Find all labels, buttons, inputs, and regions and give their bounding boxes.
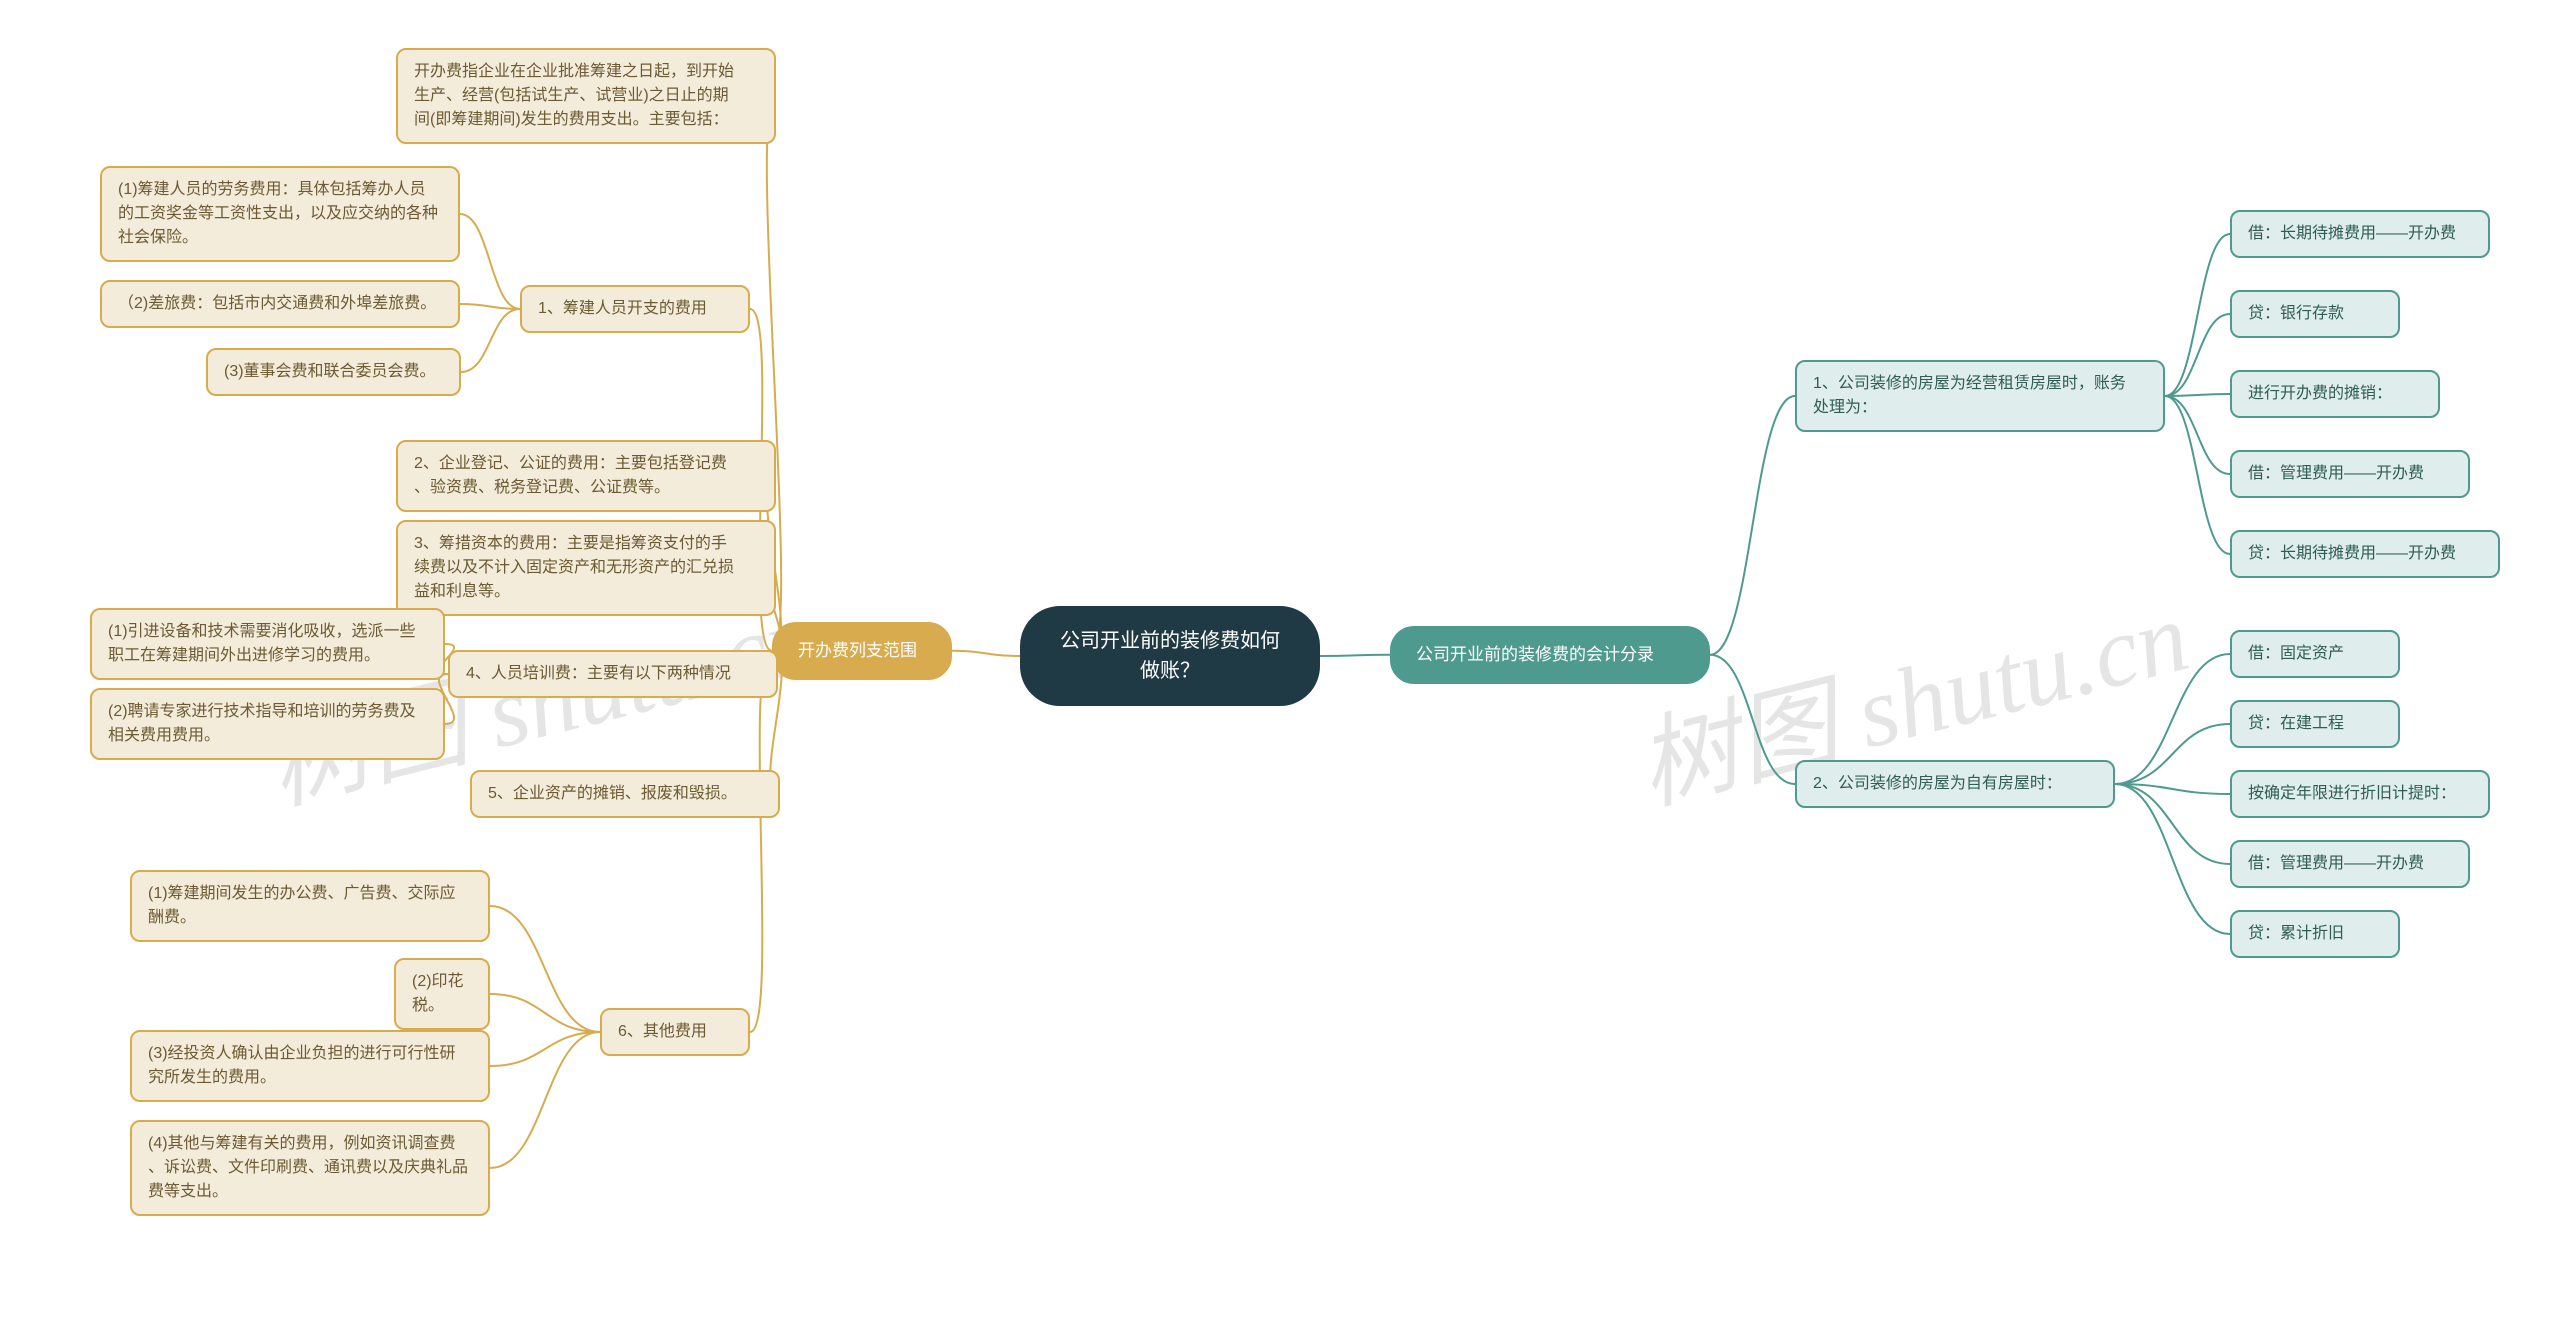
left-leaf-4b: (2)聘请专家进行技术指导和培训的劳务费及相关费用费用。 [90,688,445,760]
left-leaf-1a: (1)筹建人员的劳务费用：具体包括筹办人员的工资奖金等工资性支出，以及应交纳的各… [100,166,460,262]
right-leaf-1: 1、公司装修的房屋为经营租赁房屋时，账务处理为： [1795,360,2165,432]
right-leaf-1a: 借：长期待摊费用——开办费 [2230,210,2490,258]
right-leaf-2d: 借：管理费用——开办费 [2230,840,2470,888]
left-leaf-2: 2、企业登记、公证的费用：主要包括登记费、验资费、税务登记费、公证费等。 [396,440,776,512]
right-leaf-1d: 借：管理费用——开办费 [2230,450,2470,498]
right-leaf-1e: 贷：长期待摊费用——开办费 [2230,530,2500,578]
mindmap-canvas: 树图 shutu.cn 树图 shutu.cn 公司开业前的装修费如何做账？ 开… [0,0,2560,1325]
left-leaf-5: 5、企业资产的摊销、报废和毁损。 [470,770,780,818]
left-leaf-6b: (2)印花税。 [394,958,490,1030]
left-leaf-6a: (1)筹建期间发生的办公费、广告费、交际应酬费。 [130,870,490,942]
left-leaf-6c: (3)经投资人确认由企业负担的进行可行性研究所发生的费用。 [130,1030,490,1102]
left-leaf-4: 4、人员培训费：主要有以下两种情况 [448,650,778,698]
right-branch-node: 公司开业前的装修费的会计分录 [1390,626,1710,684]
right-leaf-1b: 贷：银行存款 [2230,290,2400,338]
left-leaf-3: 3、筹措资本的费用：主要是指筹资支付的手续费以及不计入固定资产和无形资产的汇兑损… [396,520,776,616]
right-leaf-2a: 借：固定资产 [2230,630,2400,678]
left-leaf-6d: (4)其他与筹建有关的费用，例如资讯调查费、诉讼费、文件印刷费、通讯费以及庆典礼… [130,1120,490,1216]
right-leaf-1c: 进行开办费的摊销： [2230,370,2440,418]
root-node: 公司开业前的装修费如何做账？ [1020,606,1320,706]
left-leaf-1: 1、筹建人员开支的费用 [520,285,750,333]
left-leaf-6: 6、其他费用 [600,1008,750,1056]
left-leaf-1c: (3)董事会费和联合委员会费。 [206,348,461,396]
right-leaf-2: 2、公司装修的房屋为自有房屋时： [1795,760,2115,808]
left-leaf-4a: (1)引进设备和技术需要消化吸收，选派一些职工在筹建期间外出进修学习的费用。 [90,608,445,680]
right-leaf-2c: 按确定年限进行折旧计提时： [2230,770,2490,818]
left-leaf-1b: （2)差旅费：包括市内交通费和外埠差旅费。 [100,280,460,328]
left-branch-node: 开办费列支范围 [772,622,952,680]
right-leaf-2e: 贷：累计折旧 [2230,910,2400,958]
left-leaf-intro: 开办费指企业在企业批准筹建之日起，到开始生产、经营(包括试生产、试营业)之日止的… [396,48,776,144]
right-leaf-2b: 贷：在建工程 [2230,700,2400,748]
